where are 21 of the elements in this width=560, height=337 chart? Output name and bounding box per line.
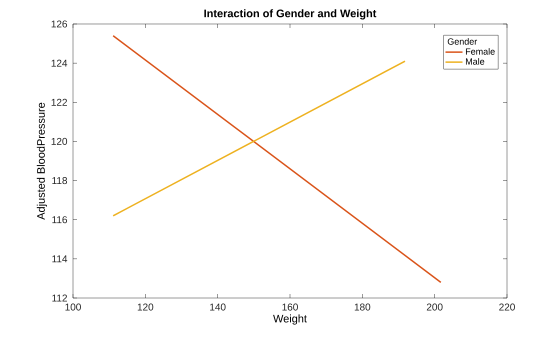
- x-tick-label: 180: [354, 304, 370, 311]
- y-tick-label: 124: [52, 60, 68, 67]
- y-tick-label: 120: [52, 138, 68, 145]
- legend-title: Gender: [448, 38, 478, 45]
- y-tick-label: 126: [52, 20, 68, 28]
- legend-label: Female: [466, 48, 495, 55]
- y-tick-label: 122: [52, 98, 67, 106]
- x-axis-title: Weight: [273, 314, 307, 325]
- y-tick-label: 118: [52, 177, 68, 184]
- x-tick-label: 100: [65, 304, 81, 311]
- x-tick-label: 120: [138, 304, 154, 311]
- y-tick-label: 114: [52, 255, 68, 262]
- y-tick-label: 116: [52, 216, 68, 224]
- x-tick-label: 200: [426, 304, 443, 311]
- y-axis-title: Adjusted BloodPressure: [36, 102, 48, 220]
- legend-label: Male: [466, 58, 484, 65]
- x-tick-label: 220: [499, 304, 515, 311]
- x-tick-label: 140: [210, 304, 226, 311]
- chart-title: Interaction of Gender and Weight: [204, 9, 376, 20]
- x-tick-label: 160: [282, 304, 298, 311]
- y-tick-label: 112: [52, 294, 67, 302]
